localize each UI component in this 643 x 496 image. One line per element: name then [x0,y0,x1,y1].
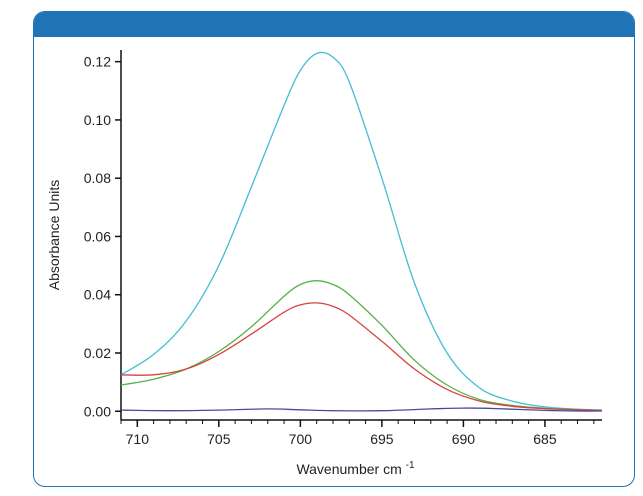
y-tick-label: 0.06 [84,228,111,244]
y-tick-label: 0.04 [84,287,111,303]
x-ticks: 710 705 700 695 690 685 [120,420,595,447]
series-line-1 [120,51,603,411]
x-axis-title-text: Wavenumber cm [296,461,401,477]
series-group [120,51,603,412]
panel-header-bar [34,12,634,37]
x-axis-title: Wavenumber cm -1 [296,460,415,477]
series-line-4 [120,407,603,412]
y-tick-label: 0.02 [84,345,111,361]
x-tick-label: 690 [452,431,476,447]
x-tick-label: 695 [370,431,394,447]
chart-panel [33,11,635,487]
y-tick-label: 0.00 [84,403,111,419]
y-ticks: 0.00 0.02 0.04 0.06 0.08 0.10 0.12 [84,54,121,419]
series-line-3 [120,302,603,412]
y-tick-label: 0.10 [84,112,111,128]
series-line-2 [120,280,603,412]
axes [120,50,602,421]
y-axis-title: Absorbance Units [46,180,62,291]
x-axis-title-superscript: -1 [406,460,415,471]
x-tick-label: 685 [533,431,557,447]
y-tick-label: 0.12 [84,54,111,70]
y-tick-label: 0.08 [84,170,111,186]
x-tick-label: 710 [126,431,150,447]
x-tick-label: 705 [207,431,231,447]
x-tick-label: 700 [289,431,313,447]
